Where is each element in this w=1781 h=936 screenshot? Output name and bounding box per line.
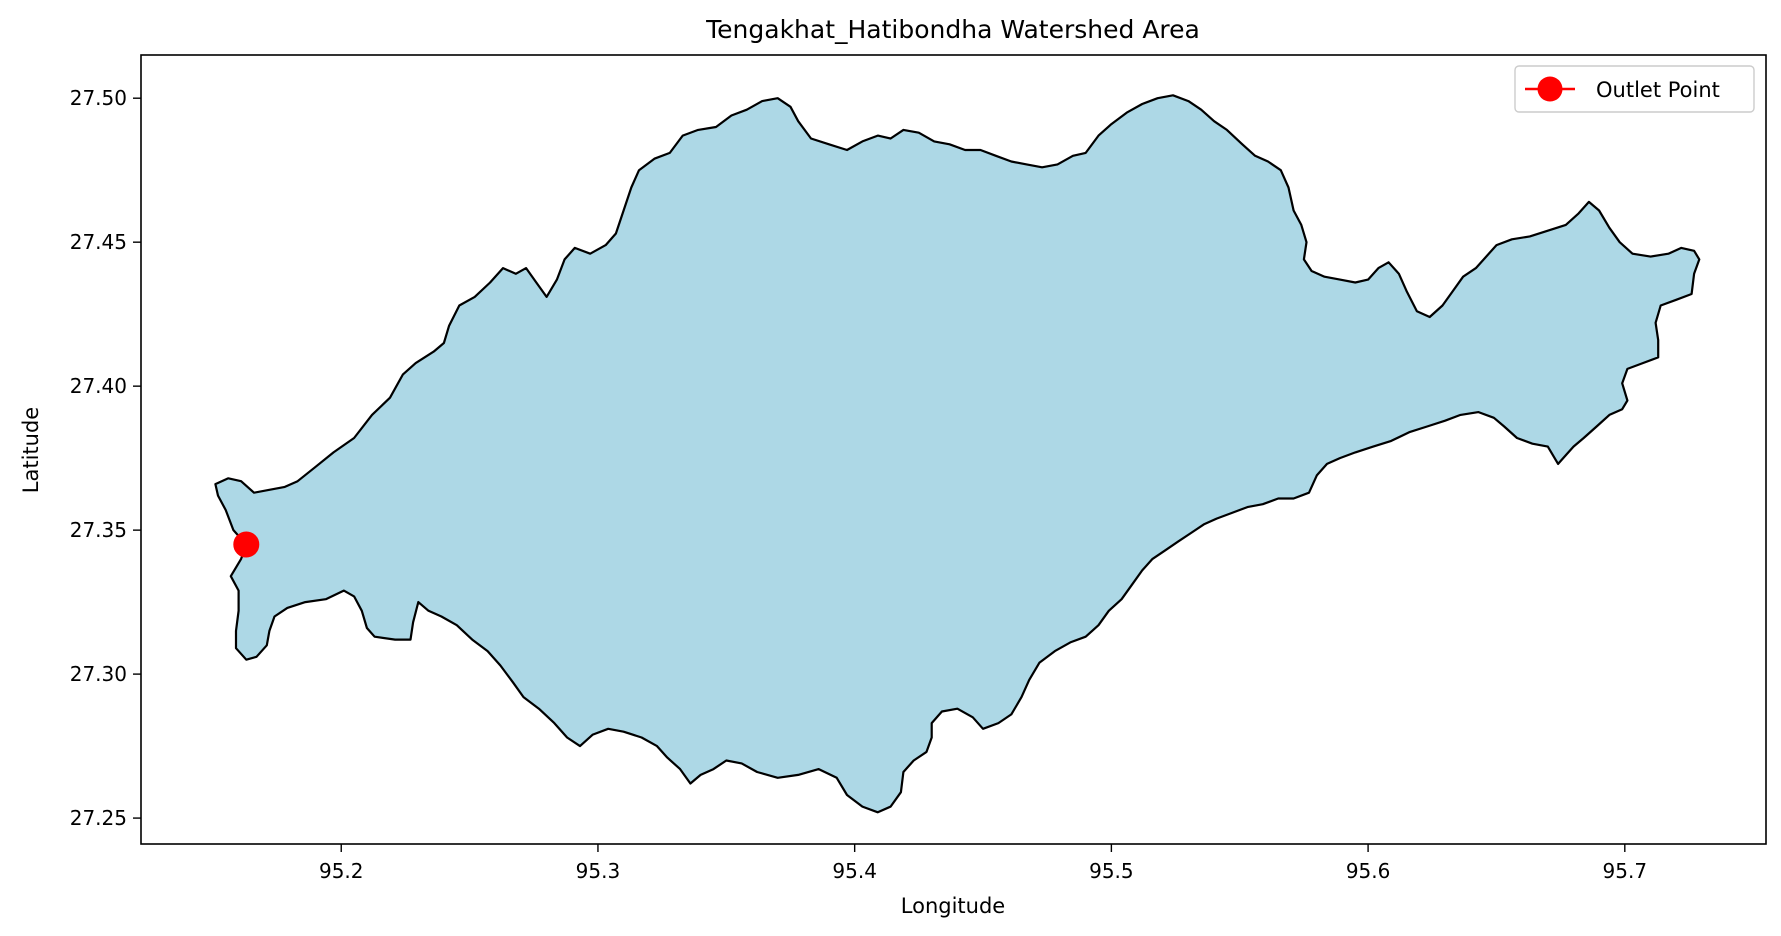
x-axis: 95.2 95.3 95.4 95.5 95.6 95.7 <box>319 844 1647 883</box>
watershed-area <box>214 94 1701 814</box>
y-tick-label: 27.30 <box>70 662 127 686</box>
x-tick-label: 95.6 <box>1346 859 1391 883</box>
x-tick-label: 95.7 <box>1603 859 1648 883</box>
y-tick-label: 27.40 <box>70 374 127 398</box>
x-tick-label: 95.2 <box>319 859 364 883</box>
y-axis: 27.25 27.30 27.35 27.40 27.45 27.50 <box>70 86 141 830</box>
legend-frame <box>1514 65 1755 113</box>
plot-area <box>214 94 1701 814</box>
legend: Outlet Point <box>1514 65 1755 113</box>
x-tick-label: 95.5 <box>1089 859 1134 883</box>
x-axis-label: Longitude <box>901 894 1005 918</box>
legend-marker <box>1537 76 1563 102</box>
x-tick-label: 95.3 <box>576 859 621 883</box>
y-axis-label: Latitude <box>19 407 43 493</box>
y-tick-label: 27.25 <box>70 806 127 830</box>
outlet-point-marker <box>233 531 260 558</box>
legend-label: Outlet Point <box>1596 78 1720 102</box>
chart-title: Tengakhat_Hatibondha Watershed Area <box>705 15 1200 44</box>
y-tick-label: 27.35 <box>70 518 127 542</box>
axes-frame <box>140 54 1767 845</box>
y-tick-label: 27.50 <box>70 86 127 110</box>
y-tick-label: 27.45 <box>70 230 127 254</box>
x-tick-label: 95.4 <box>832 859 877 883</box>
